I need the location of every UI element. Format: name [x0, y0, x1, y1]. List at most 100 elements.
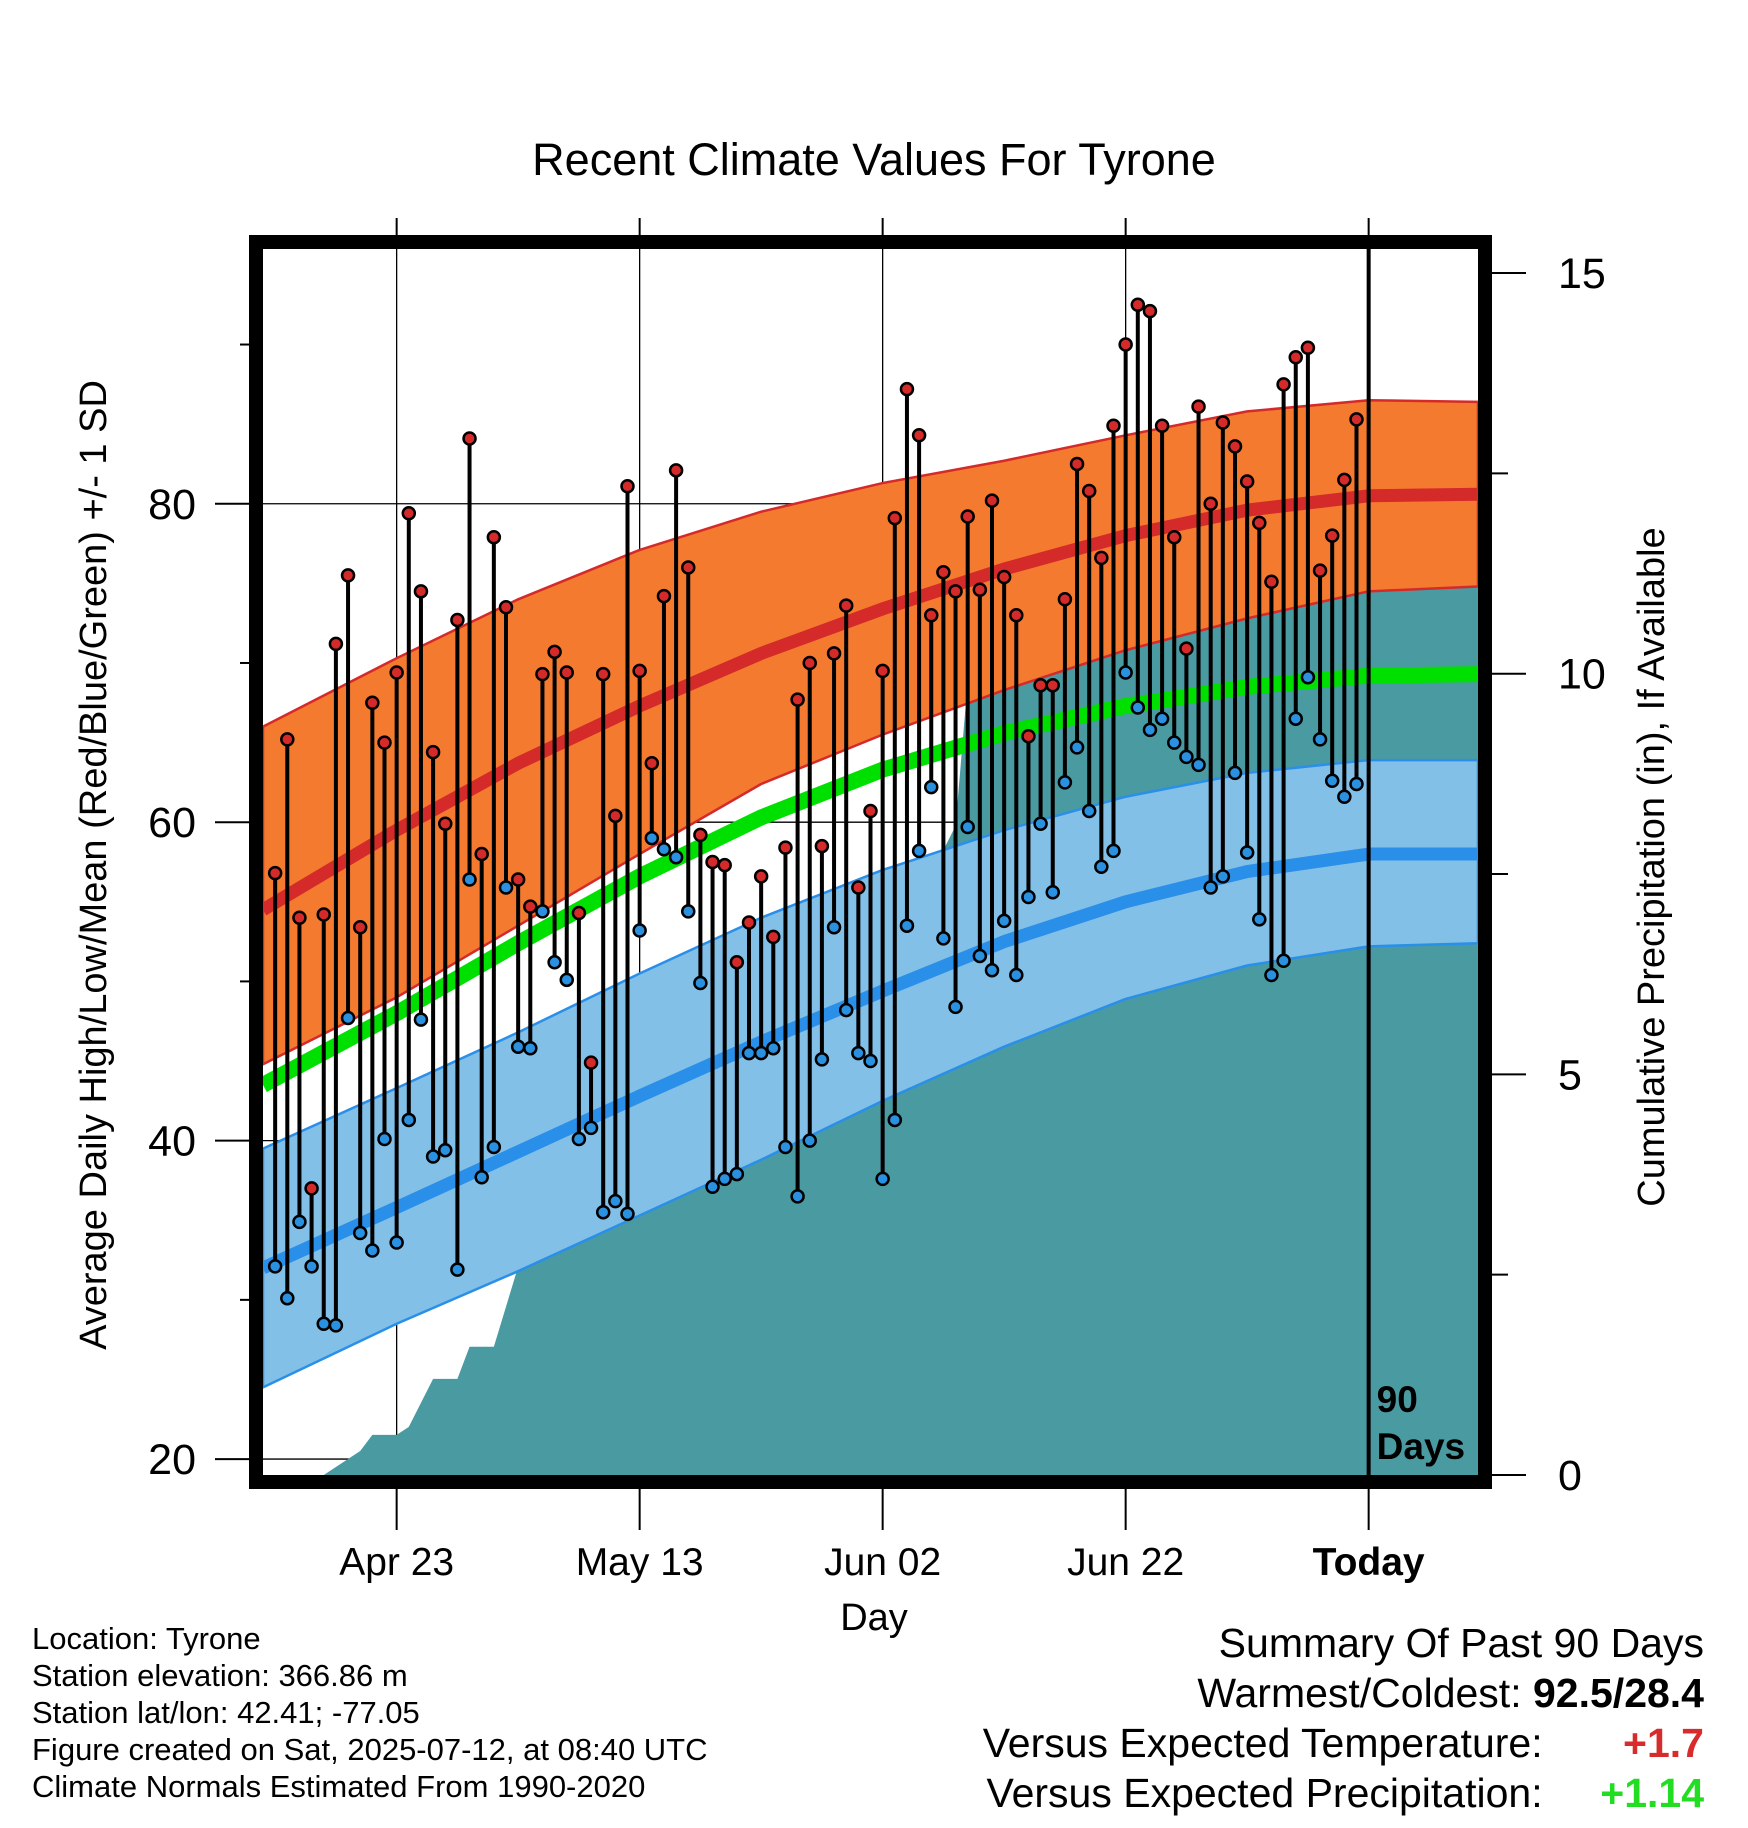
high-point-0: [267, 865, 283, 881]
low-point-61: [1009, 967, 1024, 983]
low-point-5: [328, 1318, 344, 1333]
low-point-7: [352, 1225, 368, 1241]
high-point-32: [656, 588, 672, 604]
low-point-29: [620, 1206, 635, 1222]
high-point-37: [717, 857, 732, 873]
low-point-55: [936, 931, 951, 946]
low-point-46: [826, 920, 842, 935]
low-point-18: [486, 1139, 502, 1155]
x-axis-label: Day: [840, 1597, 908, 1639]
high-point-88: [1337, 472, 1352, 488]
created-text: Figure created on Sat, 2025-07-12, at 08…: [32, 1732, 708, 1767]
warmest-coldest-label: Warmest/Coldest:: [1197, 1670, 1522, 1716]
low-point-52: [899, 918, 915, 933]
high-point-18: [486, 529, 502, 545]
high-point-3: [304, 1181, 319, 1196]
low-point-34: [681, 904, 696, 919]
high-point-54: [924, 607, 939, 623]
high-point-33: [668, 463, 684, 478]
x-tick-label-0: Apr 23: [339, 1541, 454, 1584]
high-point-22: [535, 666, 550, 682]
low-point-28: [608, 1193, 623, 1209]
low-point-36: [705, 1179, 720, 1195]
y-axis-left-label: Average Daily High/Low/Mean (Red/Blue/Gr…: [73, 380, 115, 1350]
y-left-tick-label-0: 20: [148, 1436, 196, 1484]
y-left-tick-label-1: 40: [148, 1118, 196, 1166]
low-point-22: [535, 904, 550, 919]
high-point-10: [389, 665, 404, 680]
y-left-tick-label-3: 80: [148, 481, 196, 529]
high-point-11: [401, 506, 417, 521]
high-point-25: [571, 905, 587, 921]
plot-frame: [249, 235, 1492, 1489]
low-point-45: [814, 1052, 830, 1067]
high-point-66: [1069, 456, 1085, 472]
low-point-19: [498, 880, 514, 895]
warmest-coldest-value: 92.5/28.4: [1533, 1670, 1704, 1716]
high-point-39: [741, 915, 757, 930]
y-right-tick-label-3: 15: [1558, 250, 1606, 298]
warmest-coldest-row: Warmest/Coldest: 92.5/28.4: [983, 1668, 1704, 1718]
low-point-73: [1154, 711, 1170, 726]
high-point-53: [911, 428, 927, 443]
low-point-54: [924, 779, 939, 795]
low-point-44: [802, 1133, 817, 1148]
low-point-57: [960, 819, 975, 835]
high-point-29: [620, 478, 635, 494]
low-point-2: [292, 1214, 307, 1230]
low-point-14: [438, 1142, 453, 1158]
low-point-85: [1300, 670, 1316, 685]
low-point-86: [1312, 732, 1328, 747]
low-point-31: [644, 830, 660, 846]
low-point-9: [377, 1131, 392, 1147]
low-point-78: [1215, 869, 1231, 884]
axes: 20 40 60 80 0 5 10 15 Apr 23 May 13 Jun 02 Jun 22 To…: [148, 218, 1606, 1584]
high-point-17: [474, 846, 489, 862]
high-point-14: [438, 816, 453, 832]
high-point-72: [1142, 303, 1158, 319]
x-tick-label-1: May 13: [576, 1541, 704, 1584]
y-right-tick-label-1: 5: [1558, 1051, 1582, 1099]
high-point-69: [1106, 418, 1121, 433]
high-point-48: [851, 880, 866, 895]
high-point-28: [608, 808, 623, 824]
low-point-59: [984, 963, 1000, 978]
high-point-43: [790, 692, 805, 707]
high-point-49: [863, 803, 878, 819]
low-point-20: [510, 1039, 526, 1054]
high-point-16: [462, 431, 477, 446]
high-point-42: [778, 840, 793, 855]
low-point-63: [1033, 816, 1048, 832]
low-point-10: [389, 1235, 404, 1250]
high-point-4: [316, 907, 331, 922]
high-point-60: [996, 569, 1012, 585]
low-point-84: [1288, 711, 1303, 726]
summary-title: Summary Of Past 90 Days: [1218, 1620, 1704, 1666]
high-point-50: [875, 663, 890, 679]
low-point-15: [450, 1262, 465, 1277]
high-point-40: [753, 869, 769, 884]
low-point-51: [887, 1112, 903, 1128]
low-point-47: [838, 1002, 854, 1018]
high-point-35: [693, 827, 708, 843]
today-label-0: 90: [1377, 1379, 1418, 1420]
temp-anomaly-value: +1.7: [1623, 1720, 1704, 1766]
high-point-19: [498, 599, 514, 615]
high-point-21: [523, 899, 538, 914]
low-point-11: [401, 1112, 417, 1128]
high-point-71: [1130, 297, 1146, 312]
latlon-text: Station lat/lon: 42.41; -77.05: [32, 1695, 420, 1730]
high-point-78: [1215, 415, 1231, 430]
high-point-83: [1276, 377, 1291, 392]
low-point-65: [1057, 775, 1073, 790]
high-point-68: [1094, 550, 1109, 566]
low-point-6: [340, 1010, 356, 1026]
high-point-79: [1227, 439, 1243, 454]
high-point-47: [838, 598, 854, 613]
low-point-30: [632, 923, 647, 938]
low-point-62: [1021, 889, 1036, 905]
high-point-36: [705, 854, 720, 870]
low-point-25: [571, 1131, 587, 1147]
high-point-80: [1239, 474, 1255, 489]
high-point-46: [826, 646, 842, 661]
